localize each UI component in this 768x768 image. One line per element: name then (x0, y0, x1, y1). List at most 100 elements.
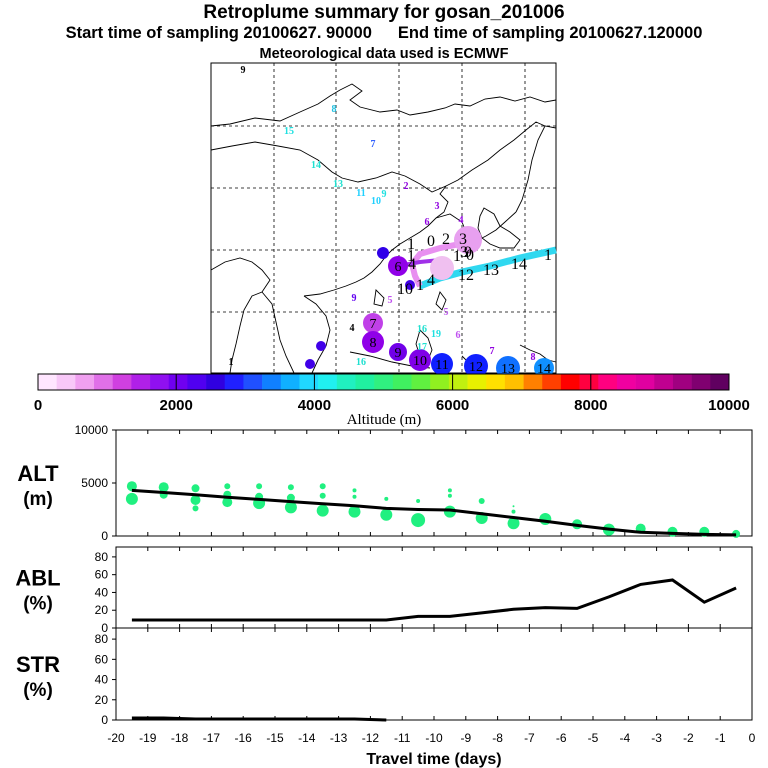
x-tick-label: -20 (107, 731, 125, 745)
colorbar-swatch (38, 374, 57, 390)
colorbar-swatch (224, 374, 244, 390)
track-day-label: 1 (416, 277, 424, 294)
alt-point (348, 505, 361, 518)
plume-circle (430, 256, 454, 280)
colorbar-swatch (654, 374, 674, 390)
panel-label-unit: (m) (23, 489, 53, 510)
circle-day-label: 11 (435, 358, 448, 373)
x-axis-label: Travel time (days) (366, 751, 501, 768)
alt-point (416, 499, 421, 503)
plume-circle (431, 353, 453, 375)
colorbar-swatch (579, 374, 599, 390)
abl-line (131, 578, 737, 622)
alt-point (191, 484, 200, 493)
day-label: 7 (490, 346, 495, 357)
plume-circle (305, 359, 315, 369)
colorbar-swatch (150, 374, 170, 390)
panel-label-unit: (%) (23, 594, 53, 615)
day-label: 9 (352, 293, 357, 304)
panel-frame (115, 429, 753, 537)
plume-circle (316, 341, 326, 351)
track-day-label: 0 (427, 233, 435, 250)
panel-alt: 0 5000 10000 ALT (m) (17, 423, 753, 543)
circle-day-label: 10 (413, 354, 427, 369)
day-label: 8 (332, 104, 337, 115)
alt-point (316, 504, 329, 517)
day-label: 7 (371, 139, 376, 150)
colorbar-tick-label: 0 (34, 397, 42, 414)
track-day-label: 1 (453, 248, 461, 265)
colorbar-swatch (560, 374, 580, 390)
colorbar-tick-label: 2000 (160, 397, 193, 414)
plume-circle (362, 331, 384, 353)
colorbar-tick-label: 4000 (298, 397, 331, 414)
y-tick-label: 5000 (81, 476, 108, 490)
alt-point (380, 508, 393, 521)
colorbar-swatch (94, 374, 114, 390)
plume-circle (454, 226, 482, 254)
x-tick-label: -6 (556, 731, 567, 745)
day-label: 1 (229, 357, 234, 368)
panel-label-name: ALT (17, 461, 59, 486)
alt-point (287, 484, 294, 491)
alt-point (286, 493, 295, 502)
plume-circle (377, 247, 389, 259)
x-tick-label: -16 (235, 731, 253, 745)
day-label: 17 (417, 342, 427, 353)
plume-circle (405, 280, 415, 290)
circle-day-label: 13 (501, 362, 515, 377)
y-tick-label: 80 (95, 632, 109, 646)
alt-point (447, 488, 452, 493)
alt-point (352, 488, 357, 493)
track-segment-recent (418, 246, 557, 290)
colorbar-swatch (280, 374, 300, 390)
colorbar-swatch (374, 374, 394, 390)
colorbar-swatch (131, 374, 151, 390)
colorbar-swatch (691, 374, 711, 390)
track-day-label: 0 (466, 247, 474, 264)
track-day-label: 3 (459, 231, 467, 248)
track-day-label: 10 (397, 281, 413, 298)
time-series-panels: 0 5000 10000 ALT (m) 0 20 40 60 80 ABL (%) 0 20 40 60 80… (15, 423, 755, 768)
altitude-colorbar: 0 2000 4000 6000 8000 10000 (34, 373, 750, 414)
coastlines (210, 83, 557, 374)
alt-point (125, 492, 138, 505)
colorbar-swatch (355, 374, 375, 390)
panel-label-unit: (%) (23, 680, 53, 701)
track-day-label: 2 (442, 231, 450, 248)
day-label: 19 (431, 329, 441, 340)
colorbar-swatch (598, 374, 618, 390)
x-tick-label: -12 (362, 731, 380, 745)
plume-circle (389, 343, 407, 361)
colorbar-swatch (616, 374, 636, 390)
alt-point (511, 509, 516, 514)
day-label: 4 (459, 215, 464, 226)
x-tick-label: -10 (425, 731, 443, 745)
circle-day-label: 6 (395, 260, 402, 275)
alt-mean-line (131, 488, 737, 537)
y-tick-label: 40 (95, 673, 109, 687)
track-day-label: 1 (407, 248, 415, 265)
colorbar-tick-label: 10000 (708, 397, 750, 414)
circle-day-label: 9 (395, 346, 402, 361)
alt-point (192, 505, 199, 512)
alt-point (319, 492, 326, 499)
colorbar-tick-label: 8000 (574, 397, 607, 414)
alt-point (126, 481, 137, 492)
alt-point (224, 483, 231, 490)
y-tick-label: 20 (95, 603, 109, 617)
day-label: 9 (382, 189, 387, 200)
x-tick-label: -15 (266, 731, 284, 745)
day-label: 14 (311, 160, 321, 171)
panel-abl: 0 20 40 60 80 ABL (%) (15, 546, 753, 635)
day-label: 13 (333, 179, 343, 190)
panel-label-name: STR (16, 652, 60, 677)
day-label: 11 (356, 188, 365, 199)
colorbar-swatch (392, 374, 412, 390)
alt-point (319, 483, 326, 490)
day-label: 15 (284, 126, 294, 137)
panel-frame (115, 627, 753, 721)
plume-circle (409, 349, 431, 371)
circle-day-label: 7 (370, 317, 377, 332)
day-label: 2 (404, 181, 409, 192)
